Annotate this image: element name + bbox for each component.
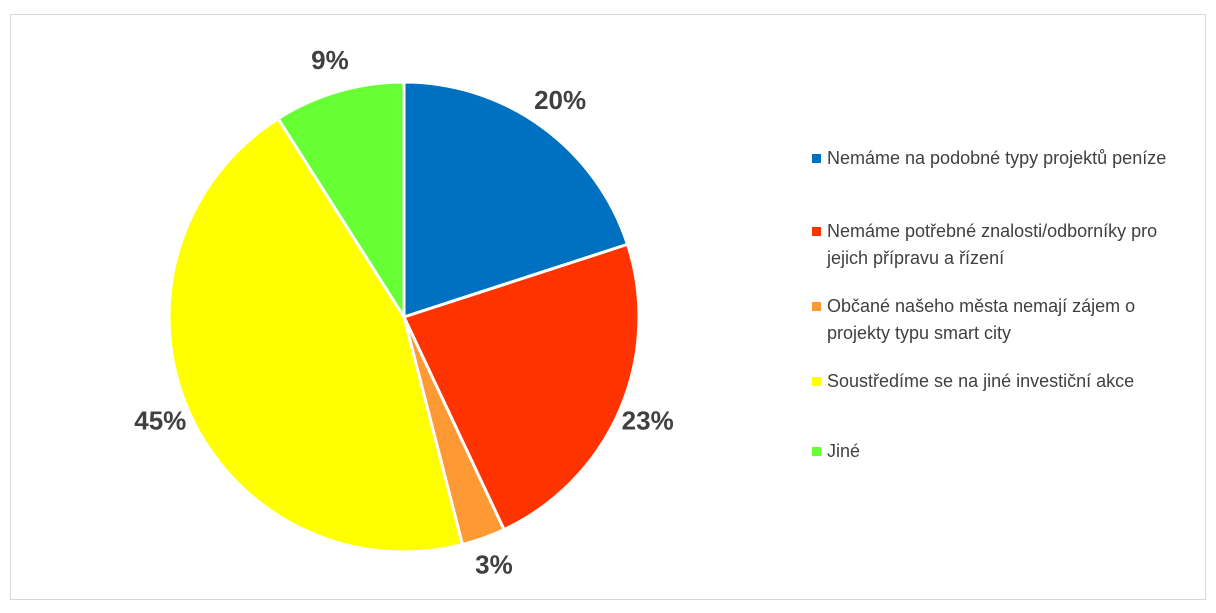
legend-swatch bbox=[812, 227, 821, 236]
data-label: 3% bbox=[475, 550, 513, 580]
legend-swatch bbox=[812, 377, 821, 386]
legend-label: Jiné bbox=[827, 441, 861, 461]
legend-item: Jiné bbox=[812, 438, 1202, 465]
data-label: 9% bbox=[311, 45, 349, 75]
pie-slice bbox=[276, 80, 406, 323]
legend-item: Soustředíme se na jiné investiční akce bbox=[812, 368, 1202, 395]
legend-swatch bbox=[812, 302, 821, 311]
legend-item: Občané našeho města nemají zájem o proje… bbox=[812, 293, 1202, 347]
legend-label: Nemáme potřebné znalosti/odborníky pro j… bbox=[827, 221, 1158, 268]
legend-swatch bbox=[812, 154, 821, 163]
legend-item: Nemáme na podobné typy projektů peníze bbox=[812, 145, 1202, 172]
legend-label: Nemáme na podobné typy projektů peníze bbox=[827, 148, 1167, 168]
legend-label: Občané našeho města nemají zájem o proje… bbox=[827, 296, 1136, 343]
legend-label: Soustředíme se na jiné investiční akce bbox=[827, 371, 1135, 391]
data-label: 45% bbox=[134, 405, 186, 435]
legend-item: Nemáme potřebné znalosti/odborníky pro j… bbox=[812, 218, 1202, 272]
pie-slice bbox=[401, 242, 641, 532]
pie-slice bbox=[167, 116, 465, 554]
data-label: 20% bbox=[534, 85, 586, 115]
data-label: 23% bbox=[622, 405, 674, 435]
pie-slice bbox=[402, 80, 630, 320]
legend-swatch bbox=[812, 447, 821, 456]
